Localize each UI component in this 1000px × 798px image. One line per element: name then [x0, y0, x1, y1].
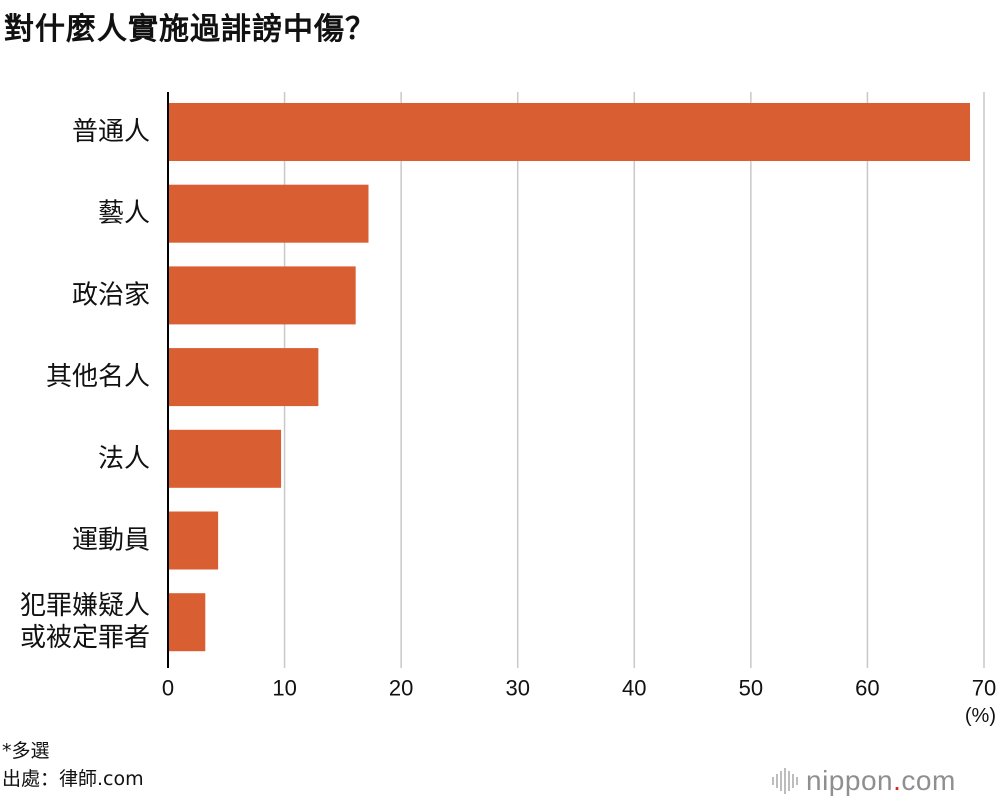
category-label-5: 運動員: [72, 526, 150, 556]
logo-name: nippon: [806, 765, 894, 796]
source-note: 出處：律師.com: [2, 768, 144, 790]
chart-title: 對什麼人實施過誹謗中傷？: [4, 12, 376, 47]
category-label-2: 政治家: [72, 280, 150, 310]
tick-label-10: 10: [272, 676, 296, 701]
unit-label: (%): [965, 705, 996, 727]
category-label-1: 藝人: [98, 199, 150, 229]
bar-1: [168, 184, 369, 243]
bar-5: [168, 511, 219, 570]
bar-0: [168, 103, 971, 161]
bar-3: [168, 348, 319, 407]
logo-wordmark: nippon.com: [806, 765, 956, 797]
tick-label-40: 40: [622, 676, 646, 701]
multi-select-note: *多選: [2, 740, 50, 762]
nippon-logo[interactable]: nippon.com: [772, 764, 956, 798]
category-label-0: 普通人: [72, 117, 150, 147]
bars: [168, 103, 971, 652]
logo-suffix: com: [901, 765, 956, 796]
tick-label-20: 20: [389, 676, 413, 701]
tick-label-70: 70: [972, 676, 996, 701]
tick-labels: 0 10 20 30 40 50 60 70 (%): [162, 676, 996, 728]
tick-label-0: 0: [162, 676, 174, 701]
bar-4: [168, 429, 282, 488]
category-label-3: 其他名人: [46, 362, 150, 392]
category-label-6-line-0: 犯罪嫌疑人: [20, 591, 150, 621]
sound-wave-icon: [772, 768, 798, 794]
category-label-4: 法人: [98, 444, 150, 474]
logo-dot: .: [893, 765, 902, 796]
category-label-6-line-1: 或被定罪者: [20, 623, 150, 653]
bar-6: [168, 593, 206, 652]
tick-label-30: 30: [505, 676, 529, 701]
bar-2: [168, 266, 356, 325]
tick-label-60: 60: [855, 676, 879, 701]
grid-lines: [283, 92, 985, 668]
tick-label-50: 50: [739, 676, 763, 701]
